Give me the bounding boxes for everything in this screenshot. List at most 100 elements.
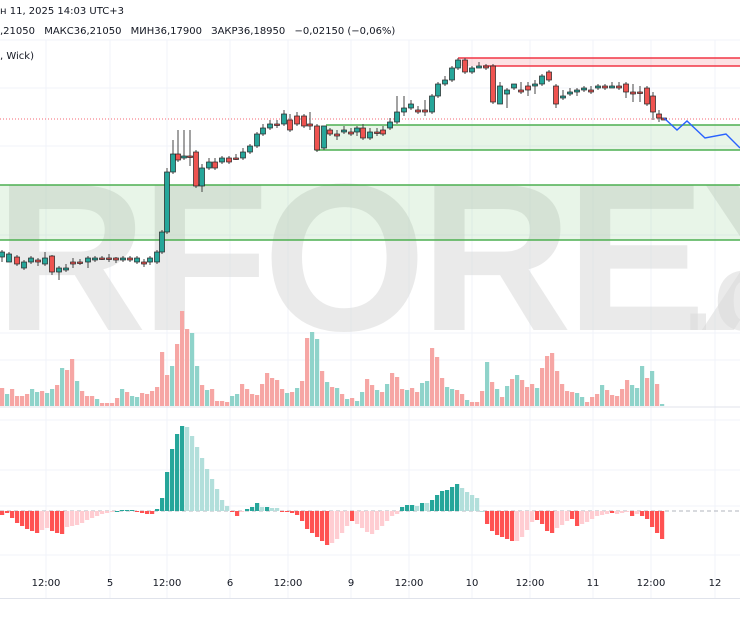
volume-bar bbox=[350, 398, 355, 406]
volume-bar bbox=[385, 384, 390, 406]
candle bbox=[159, 230, 165, 254]
volume-bar bbox=[135, 397, 140, 406]
histogram-bar bbox=[230, 511, 235, 512]
time-axis-label: 12 bbox=[708, 578, 722, 589]
volume-bar bbox=[150, 391, 155, 406]
histogram-bar bbox=[150, 511, 155, 514]
support-zone-lower bbox=[0, 185, 740, 240]
candle bbox=[134, 256, 140, 264]
candle-body bbox=[63, 267, 69, 271]
candle bbox=[490, 64, 496, 104]
volume-bar bbox=[380, 392, 385, 406]
candle bbox=[99, 256, 105, 260]
low-value: МИН36,17900 bbox=[130, 26, 202, 37]
candle-body bbox=[374, 131, 380, 134]
time-axis-label: 12:00 bbox=[31, 578, 61, 589]
volume-bar bbox=[250, 394, 255, 406]
candle-body bbox=[387, 121, 393, 129]
volume-bar bbox=[30, 389, 35, 406]
volume-bar bbox=[295, 388, 300, 406]
candle-body bbox=[14, 256, 20, 265]
candle-body bbox=[380, 129, 386, 135]
volume-bar bbox=[585, 402, 590, 406]
candle bbox=[469, 66, 475, 74]
candle-body bbox=[301, 115, 307, 127]
time-axis-label: 12:00 bbox=[515, 578, 545, 589]
volume-bars bbox=[0, 311, 665, 406]
volume-bar bbox=[330, 387, 335, 406]
candle bbox=[341, 126, 347, 134]
candle bbox=[539, 74, 545, 86]
candle-body bbox=[70, 261, 76, 265]
candle-body bbox=[141, 261, 147, 265]
volume-bar bbox=[560, 384, 565, 406]
close-value: ЗАКР36,18950 bbox=[211, 26, 286, 37]
volume-bar bbox=[605, 390, 610, 406]
histogram-bar bbox=[345, 511, 350, 526]
candle-body bbox=[85, 257, 91, 263]
candle-body bbox=[92, 257, 98, 261]
volume-bar bbox=[290, 392, 295, 406]
candle-body bbox=[497, 85, 503, 105]
histogram-bar bbox=[290, 511, 295, 513]
candle bbox=[360, 124, 366, 140]
histogram-bar bbox=[450, 487, 455, 511]
histogram-bar bbox=[470, 495, 475, 511]
histogram-bar bbox=[190, 436, 195, 511]
histogram-bar bbox=[640, 511, 645, 516]
volume-bar bbox=[315, 339, 320, 406]
histogram-bar bbox=[225, 506, 230, 511]
candle-body bbox=[630, 91, 636, 95]
candle bbox=[321, 125, 327, 150]
candle-body bbox=[113, 257, 119, 261]
volume-bar bbox=[75, 381, 80, 406]
candle bbox=[206, 158, 212, 170]
histogram-bar bbox=[530, 511, 535, 522]
candle bbox=[170, 140, 176, 174]
candle-body bbox=[219, 157, 225, 163]
candle-body bbox=[435, 83, 441, 97]
candle-body bbox=[170, 153, 176, 173]
time-axis-label: 12:00 bbox=[394, 578, 424, 589]
candle-body bbox=[525, 85, 531, 91]
histogram-bar bbox=[550, 511, 555, 533]
histogram-bar bbox=[480, 511, 485, 512]
candle-body bbox=[6, 253, 12, 263]
time-axis-label: 5 bbox=[106, 578, 114, 589]
histogram-bar bbox=[420, 503, 425, 511]
volume-bar bbox=[125, 392, 130, 406]
histogram-bar bbox=[610, 511, 615, 513]
volume-bar bbox=[630, 385, 635, 406]
histogram-bar bbox=[565, 511, 570, 521]
histogram-bar bbox=[620, 511, 625, 513]
histogram-bar bbox=[25, 511, 30, 529]
candle bbox=[623, 82, 629, 98]
candle bbox=[546, 70, 552, 82]
histogram-bar bbox=[335, 511, 340, 539]
time-axis-label: 9 bbox=[347, 578, 355, 589]
candle bbox=[504, 88, 510, 108]
histogram-bar bbox=[220, 500, 225, 511]
indicator-legend[interactable]: , Wick) bbox=[0, 51, 34, 62]
histogram-bar bbox=[75, 511, 80, 525]
candle bbox=[354, 126, 360, 136]
volume-bar bbox=[515, 375, 520, 406]
histogram-bar bbox=[315, 511, 320, 537]
chart-canvas[interactable]: RFOREX .c bbox=[0, 0, 740, 600]
candle bbox=[401, 96, 407, 116]
candle-body bbox=[226, 157, 232, 163]
volume-bar bbox=[235, 394, 240, 406]
histogram-bar bbox=[650, 511, 655, 527]
volume-bar bbox=[195, 366, 200, 406]
candle bbox=[141, 259, 147, 267]
candle-body bbox=[532, 83, 538, 87]
candle bbox=[233, 154, 239, 160]
histogram-bar bbox=[325, 511, 330, 545]
volume-bar bbox=[320, 371, 325, 406]
histogram-bar bbox=[515, 511, 520, 541]
candle-body bbox=[637, 91, 643, 94]
candle bbox=[476, 62, 482, 69]
histogram-bar bbox=[0, 511, 5, 515]
volume-bar bbox=[500, 397, 505, 406]
volume-bar bbox=[230, 396, 235, 406]
